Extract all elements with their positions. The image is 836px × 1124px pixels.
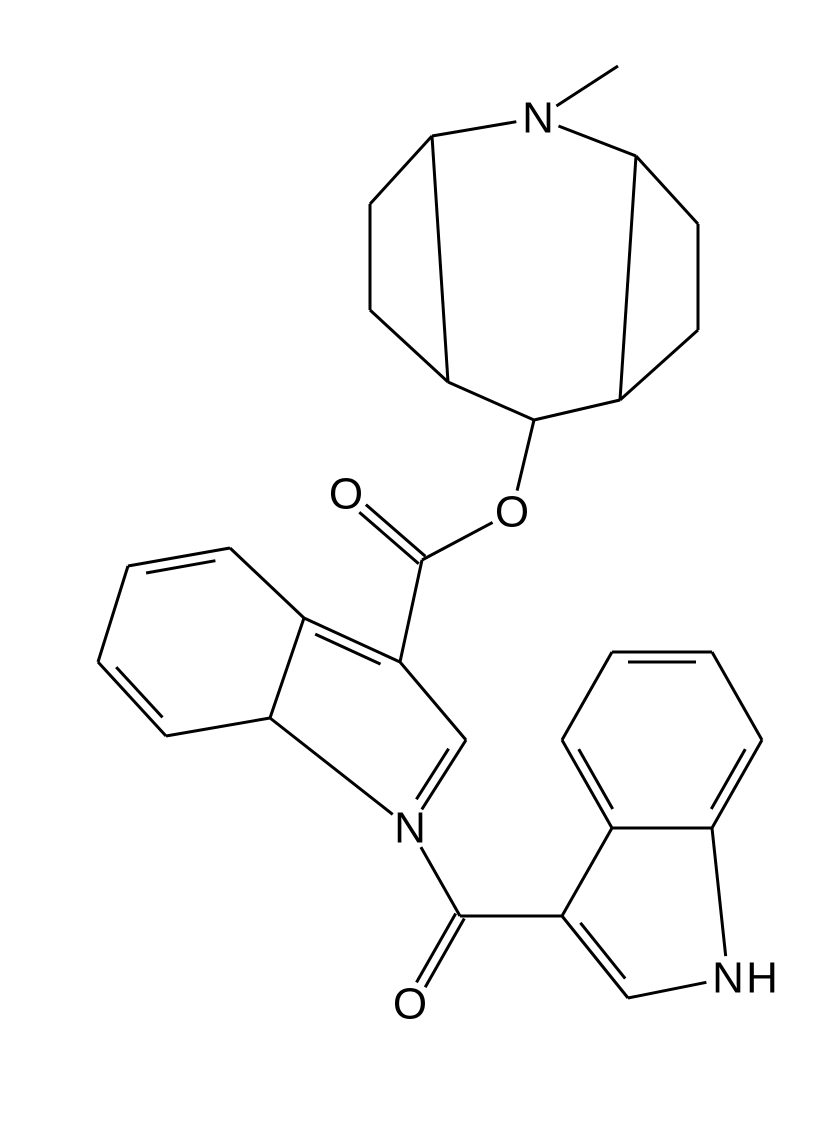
atom-label: H xyxy=(746,954,778,1003)
bond xyxy=(98,662,166,736)
bond xyxy=(448,382,534,420)
bond xyxy=(98,566,128,662)
bond xyxy=(270,718,393,814)
bond xyxy=(432,136,448,382)
bond xyxy=(400,662,466,740)
bond xyxy=(559,126,637,156)
bond xyxy=(422,740,466,809)
bond xyxy=(556,66,618,106)
bond xyxy=(166,718,270,736)
bond xyxy=(270,618,304,718)
bond xyxy=(425,919,464,988)
atom-label: N xyxy=(394,804,426,853)
bond xyxy=(517,420,534,491)
bond xyxy=(421,847,460,916)
bond xyxy=(620,156,636,400)
bond xyxy=(146,561,215,573)
atom-label: O xyxy=(495,488,529,537)
bonds-layer xyxy=(98,66,762,998)
bond xyxy=(580,923,625,979)
bond xyxy=(712,828,726,956)
bond xyxy=(562,828,612,916)
labels-layer: NOONONH xyxy=(329,94,778,1029)
bond xyxy=(628,982,706,998)
bond xyxy=(400,560,422,662)
atom-label: N xyxy=(522,94,554,143)
bond xyxy=(712,740,762,828)
bond xyxy=(562,740,612,828)
bond xyxy=(432,122,516,136)
bond xyxy=(370,310,448,382)
bond xyxy=(620,330,698,400)
atom-label: O xyxy=(329,470,363,519)
bond xyxy=(417,914,456,983)
bond xyxy=(636,156,698,224)
bond xyxy=(370,136,432,204)
bond xyxy=(422,522,493,560)
bond xyxy=(128,548,230,566)
bond xyxy=(534,400,620,420)
bond xyxy=(304,618,400,662)
molecule-diagram: NOONONH xyxy=(0,0,836,1124)
bond xyxy=(359,512,418,564)
atom-label: O xyxy=(393,980,427,1029)
bond xyxy=(116,667,162,717)
bond xyxy=(366,505,425,557)
bond xyxy=(712,652,762,740)
bond xyxy=(562,916,628,998)
bond xyxy=(562,652,612,740)
bond xyxy=(230,548,304,618)
atom-label: N xyxy=(712,954,744,1003)
